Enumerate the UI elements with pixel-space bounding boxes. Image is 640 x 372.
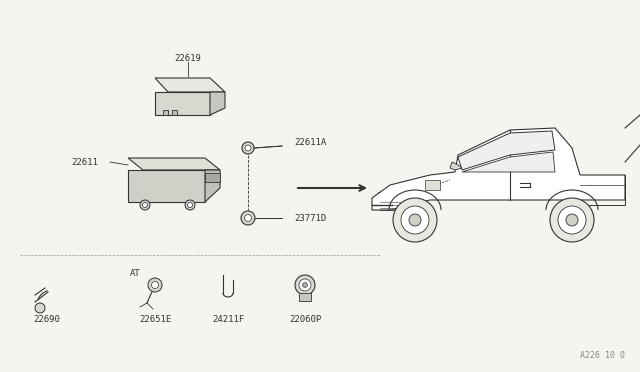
Polygon shape bbox=[462, 152, 555, 172]
Circle shape bbox=[241, 211, 255, 225]
Polygon shape bbox=[155, 78, 225, 92]
Circle shape bbox=[409, 214, 421, 226]
Circle shape bbox=[299, 279, 311, 291]
Bar bbox=[380, 200, 405, 210]
Bar bbox=[163, 110, 168, 115]
Text: 23771D: 23771D bbox=[294, 214, 326, 222]
Circle shape bbox=[185, 200, 195, 210]
Polygon shape bbox=[372, 128, 625, 210]
Text: 22611A: 22611A bbox=[294, 138, 326, 147]
Circle shape bbox=[152, 282, 159, 289]
Text: 22619: 22619 bbox=[175, 54, 202, 62]
Circle shape bbox=[295, 275, 315, 295]
Text: 22060P: 22060P bbox=[289, 315, 321, 324]
Text: 22651E: 22651E bbox=[139, 315, 171, 324]
Circle shape bbox=[303, 282, 307, 288]
Polygon shape bbox=[450, 162, 462, 170]
Text: AT: AT bbox=[130, 269, 140, 278]
Polygon shape bbox=[128, 170, 205, 202]
Circle shape bbox=[140, 200, 150, 210]
Bar bbox=[425, 180, 440, 190]
Polygon shape bbox=[155, 92, 210, 115]
Circle shape bbox=[244, 215, 252, 221]
Text: 24211F: 24211F bbox=[212, 315, 244, 324]
Bar bbox=[299, 293, 311, 301]
Circle shape bbox=[401, 206, 429, 234]
Circle shape bbox=[245, 145, 251, 151]
Circle shape bbox=[558, 206, 586, 234]
Circle shape bbox=[393, 198, 437, 242]
Text: 22690: 22690 bbox=[33, 315, 60, 324]
Circle shape bbox=[188, 202, 193, 208]
Text: 22611: 22611 bbox=[72, 157, 99, 167]
Polygon shape bbox=[205, 173, 220, 182]
Circle shape bbox=[148, 278, 162, 292]
Circle shape bbox=[143, 202, 147, 208]
Text: A226 10 0: A226 10 0 bbox=[580, 350, 625, 359]
Polygon shape bbox=[128, 158, 220, 170]
Circle shape bbox=[566, 214, 578, 226]
Circle shape bbox=[242, 142, 254, 154]
Polygon shape bbox=[458, 131, 555, 170]
Bar bbox=[580, 175, 625, 205]
Polygon shape bbox=[210, 92, 225, 115]
Circle shape bbox=[550, 198, 594, 242]
Circle shape bbox=[35, 303, 45, 313]
Bar bbox=[172, 110, 177, 115]
Bar bbox=[378, 192, 392, 202]
Polygon shape bbox=[205, 170, 220, 202]
